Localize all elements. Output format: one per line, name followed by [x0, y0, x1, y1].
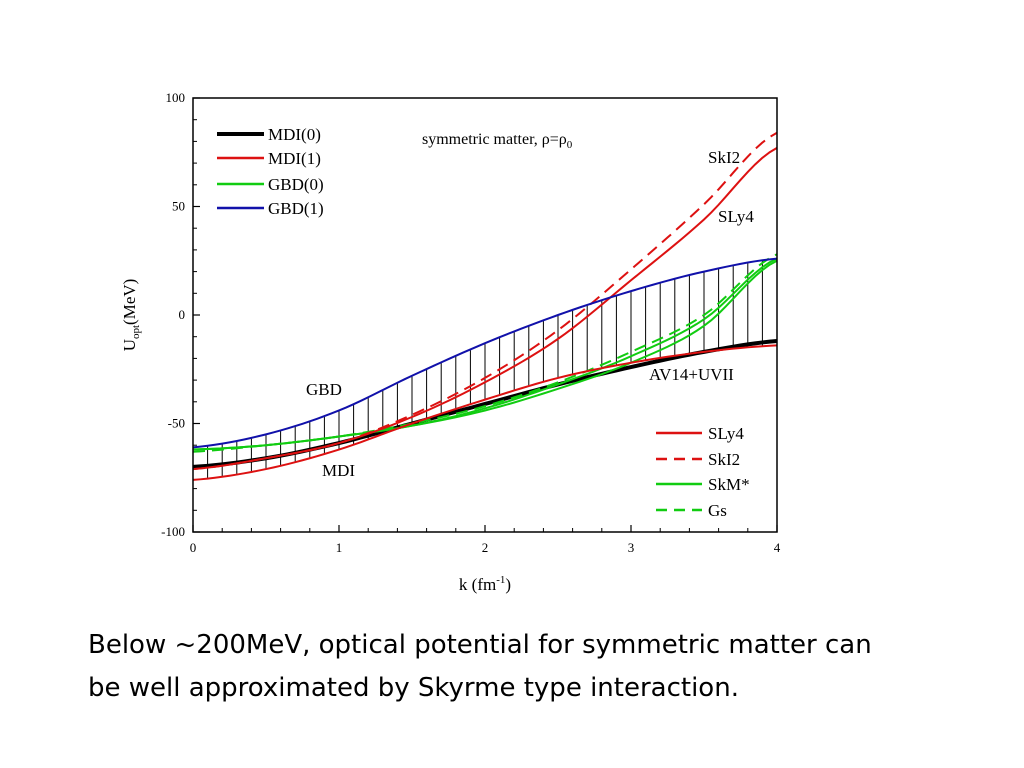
annotation-sly4: SLy4: [718, 207, 754, 226]
optical-potential-chart: 0 1 2 3 4 -100 -50 0 50 100 symmetric matter, ρ=ρ…: [120, 90, 781, 594]
y-axis-label: Uopt(MeV): [120, 279, 142, 352]
slide-caption: Below ~200MeV, optical potential for sym…: [88, 624, 988, 710]
series-line-mdi-1-: [192, 344, 778, 481]
x-tick-label: 2: [482, 540, 489, 555]
legend-label-gs: Gs: [708, 501, 727, 520]
y-tick-label: 100: [166, 90, 186, 105]
legend-label-mdi0: MDI(0): [268, 125, 321, 144]
y-tick-label: -100: [161, 524, 185, 539]
y-tick-label: -50: [168, 416, 185, 431]
legend-label-ski2: SkI2: [708, 450, 740, 469]
annotation-mdi: MDI: [322, 461, 355, 480]
legend-label-mdi1: MDI(1): [268, 149, 321, 168]
series-line-ski2: [192, 131, 778, 471]
legend-label-gbd1: GBD(1): [268, 199, 324, 218]
y-tick-label: 50: [172, 199, 185, 214]
x-tick-label: 1: [336, 540, 343, 555]
annotation-av14-uvii: AV14+UVII: [649, 365, 734, 384]
legend-label-sly4: SLy4: [708, 424, 744, 443]
axis-ticks: 0 1 2 3 4 -100 -50 0 50 100: [161, 90, 781, 555]
chart-title: symmetric matter, ρ=ρ0: [422, 131, 573, 151]
series-layer: [192, 131, 778, 481]
annotation-gbd: GBD: [306, 380, 342, 399]
series-line-gs: [192, 253, 778, 453]
x-tick-label: 3: [628, 540, 635, 555]
x-axis-label: k (fm-1): [459, 574, 511, 594]
legend-label-gbd0: GBD(0): [268, 175, 324, 194]
series-line-gbd-1-: [192, 257, 778, 449]
caption-line-2: be well approximated by Skyrme type inte…: [88, 673, 739, 703]
legend-label-skm: SkM*: [708, 475, 750, 494]
annotation-ski2: SkI2: [708, 148, 740, 167]
caption-line-1: Below ~200MeV, optical potential for sym…: [88, 630, 872, 660]
x-tick-label: 0: [190, 540, 197, 555]
y-tick-label: 0: [179, 307, 186, 322]
legend-top: MDI(0) MDI(1) GBD(0) GBD(1): [217, 125, 324, 218]
x-tick-label: 4: [774, 540, 781, 555]
legend-bottom: SLy4 SkI2 SkM* Gs: [656, 424, 750, 520]
